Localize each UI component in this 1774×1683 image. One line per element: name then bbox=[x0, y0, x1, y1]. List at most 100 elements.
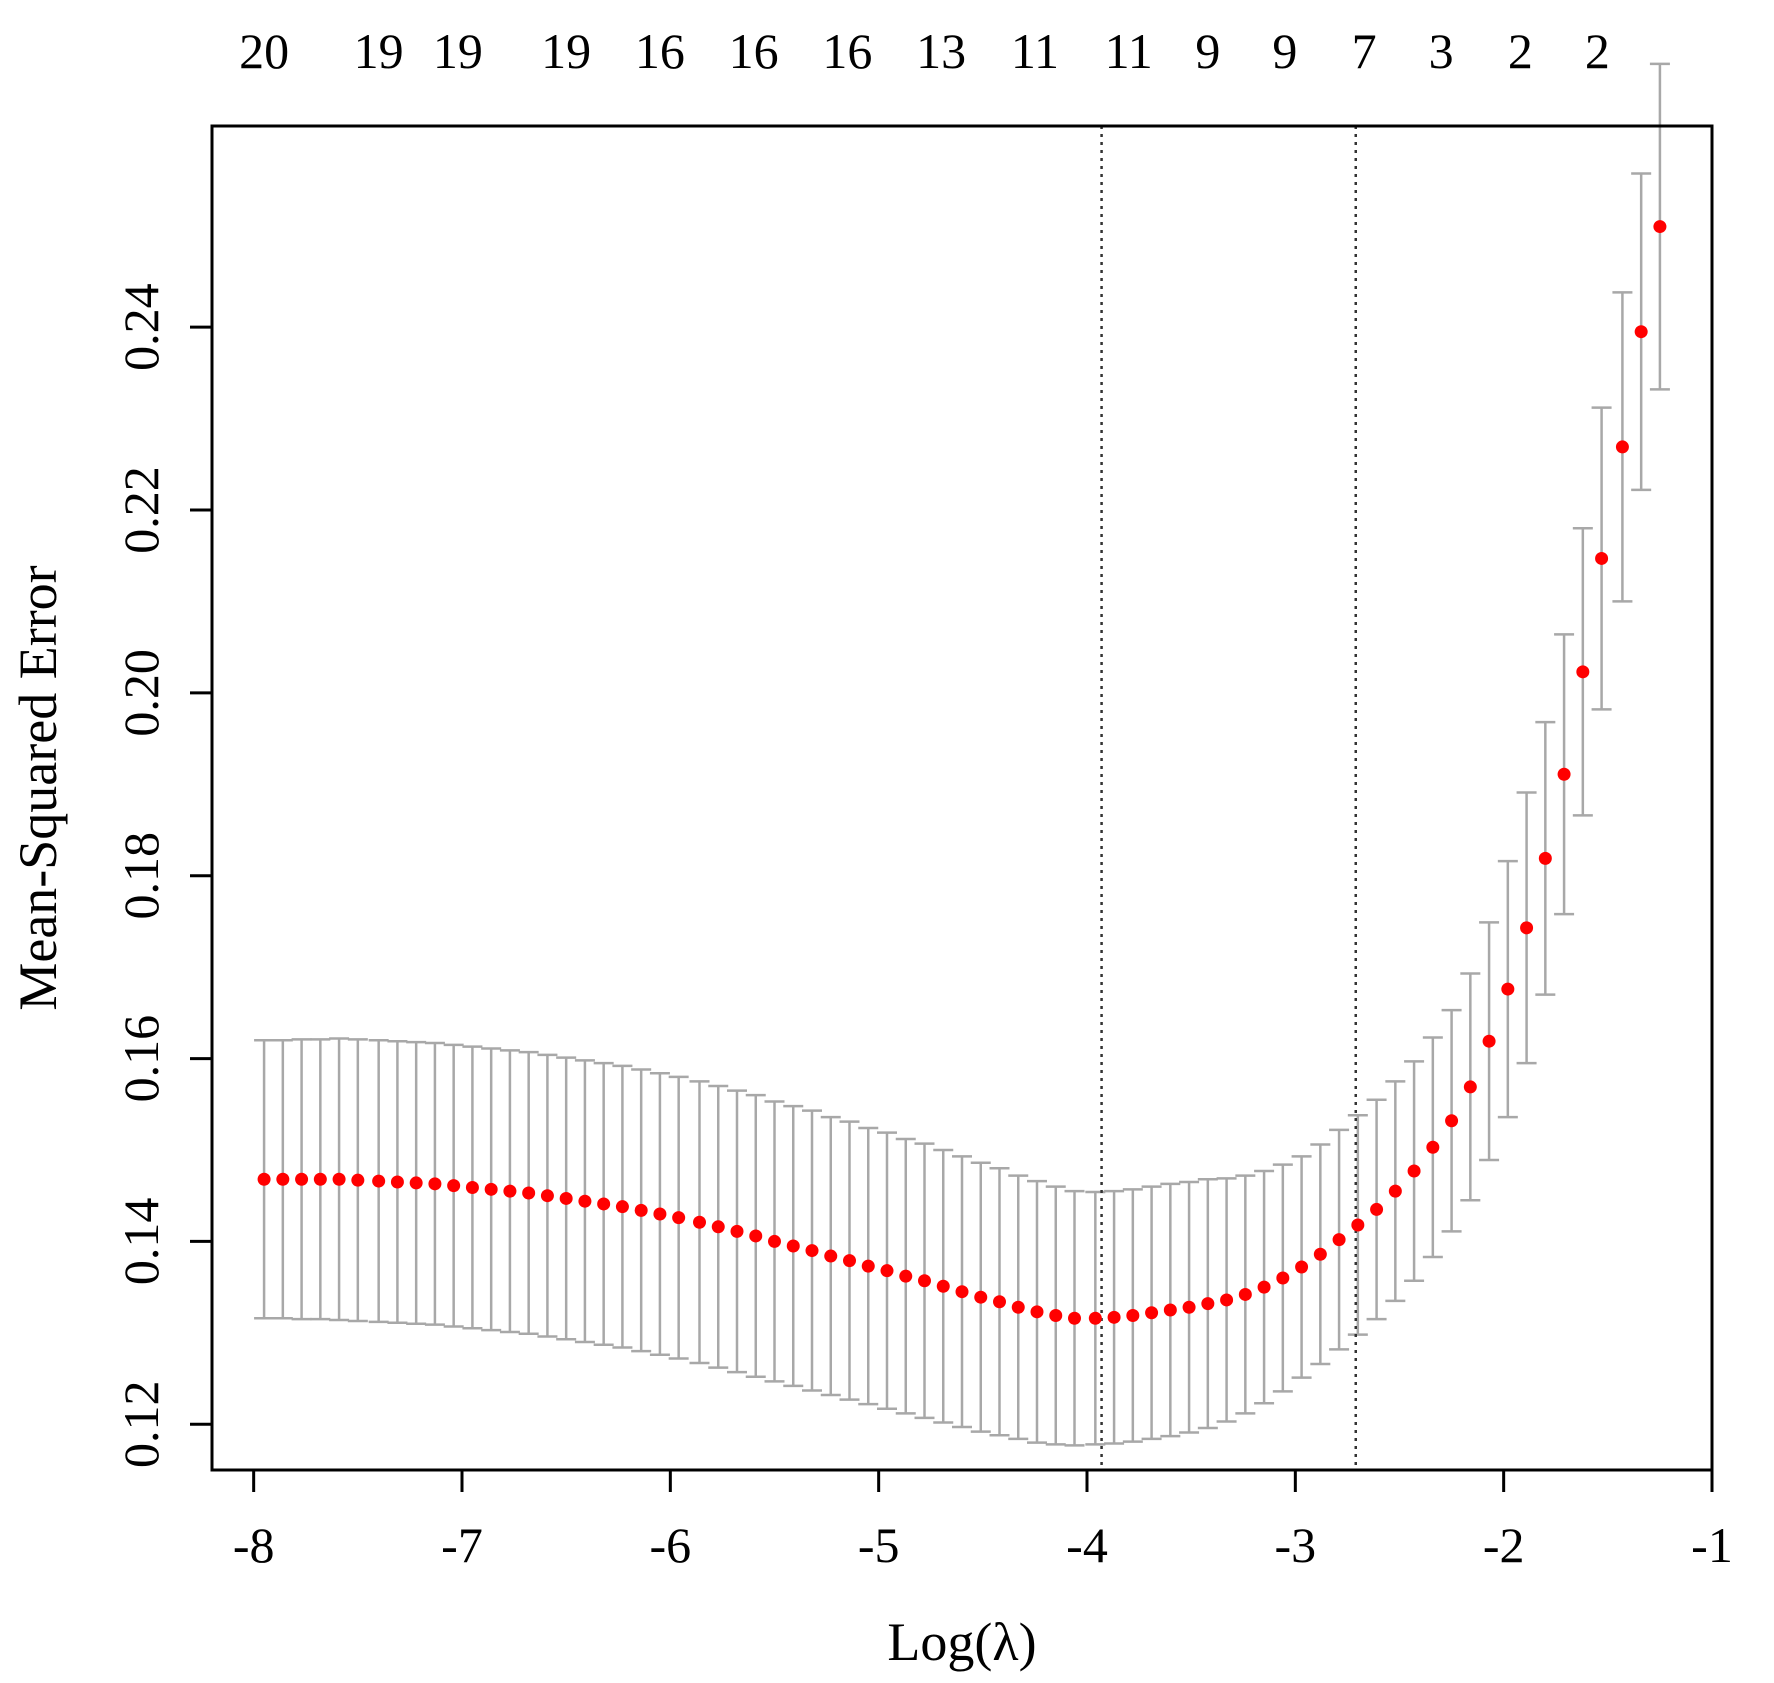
mse-point-11 bbox=[465, 1180, 479, 1194]
mse-points bbox=[257, 220, 1667, 1325]
error-bars bbox=[254, 62, 1670, 1447]
mse-point-41 bbox=[1030, 1305, 1044, 1319]
mse-point-1 bbox=[276, 1172, 290, 1186]
mse-point-73 bbox=[1634, 325, 1648, 339]
mse-point-32 bbox=[861, 1259, 875, 1273]
mse-point-6 bbox=[372, 1174, 386, 1188]
mse-point-49 bbox=[1182, 1300, 1196, 1314]
mse-point-34 bbox=[899, 1269, 913, 1283]
mse-point-26 bbox=[749, 1229, 763, 1243]
mse-point-16 bbox=[559, 1191, 573, 1205]
top-count-label-15: 2 bbox=[1585, 23, 1610, 79]
x-tick-label-6: -2 bbox=[1483, 1517, 1525, 1573]
mse-point-58 bbox=[1351, 1218, 1365, 1232]
x-axis-title: Log(λ) bbox=[887, 1612, 1036, 1672]
top-count-label-9: 11 bbox=[1105, 23, 1153, 79]
mse-point-8 bbox=[409, 1176, 423, 1190]
mse-point-45 bbox=[1107, 1310, 1121, 1324]
mse-point-5 bbox=[351, 1173, 365, 1187]
mse-point-23 bbox=[693, 1215, 706, 1229]
mse-point-54 bbox=[1276, 1271, 1290, 1285]
mse-point-59 bbox=[1370, 1202, 1384, 1216]
mse-point-53 bbox=[1257, 1280, 1271, 1294]
top-count-label-8: 11 bbox=[1011, 23, 1059, 79]
mse-point-35 bbox=[918, 1274, 931, 1288]
mse-point-71 bbox=[1595, 551, 1609, 565]
mse-point-39 bbox=[993, 1295, 1006, 1309]
mse-point-10 bbox=[447, 1179, 461, 1193]
y-tick-label-1: 0.14 bbox=[113, 1198, 169, 1286]
mse-point-64 bbox=[1463, 1080, 1477, 1094]
mse-point-72 bbox=[1615, 440, 1629, 454]
mse-point-18 bbox=[597, 1197, 611, 1211]
top-count-label-4: 16 bbox=[635, 23, 685, 79]
y-axis-title: Mean-Squared Error bbox=[8, 565, 68, 1010]
top-count-label-2: 19 bbox=[433, 23, 483, 79]
mse-point-50 bbox=[1201, 1297, 1215, 1311]
mse-point-67 bbox=[1520, 921, 1534, 935]
mse-point-20 bbox=[634, 1203, 648, 1217]
y-tick-label-2: 0.16 bbox=[113, 1015, 169, 1103]
y-tick-label-3: 0.18 bbox=[113, 832, 169, 920]
mse-point-14 bbox=[522, 1186, 536, 1200]
top-count-label-10: 9 bbox=[1195, 23, 1220, 79]
mse-point-52 bbox=[1238, 1287, 1252, 1301]
mse-point-30 bbox=[824, 1249, 838, 1263]
mse-point-43 bbox=[1068, 1311, 1081, 1325]
top-axis-nonzero-counts: 20 19 19 19 16 16 16 13 11 11 9 9 7 3 2 2 bbox=[239, 23, 1610, 79]
mse-point-12 bbox=[484, 1182, 498, 1196]
top-count-label-11: 9 bbox=[1272, 23, 1297, 79]
mse-point-0 bbox=[257, 1172, 271, 1186]
mse-point-28 bbox=[786, 1239, 800, 1253]
x-axis: -8 -7 -6 -5 -4 -3 -2 -1 bbox=[233, 1468, 1733, 1573]
y-axis: 0.12 0.14 0.16 0.18 0.20 0.22 0.24 bbox=[113, 283, 214, 1468]
x-tick-label-7: -1 bbox=[1691, 1517, 1733, 1573]
mse-point-31 bbox=[843, 1254, 856, 1268]
mse-point-24 bbox=[711, 1220, 725, 1234]
mse-point-51 bbox=[1220, 1293, 1234, 1307]
mse-point-17 bbox=[578, 1194, 592, 1208]
top-count-label-12: 7 bbox=[1352, 23, 1377, 79]
x-tick-label-4: -4 bbox=[1066, 1517, 1108, 1573]
x-tick-label-0: -8 bbox=[233, 1517, 275, 1573]
mse-point-44 bbox=[1088, 1311, 1102, 1325]
top-count-label-1: 19 bbox=[354, 23, 404, 79]
mse-point-33 bbox=[880, 1264, 894, 1278]
y-tick-label-4: 0.20 bbox=[113, 649, 169, 737]
mse-point-69 bbox=[1557, 767, 1571, 781]
mse-point-66 bbox=[1501, 982, 1515, 996]
mse-point-37 bbox=[955, 1285, 969, 1299]
mse-point-22 bbox=[672, 1211, 686, 1225]
mse-point-9 bbox=[428, 1177, 442, 1191]
mse-point-25 bbox=[730, 1224, 744, 1238]
top-count-label-14: 2 bbox=[1508, 23, 1533, 79]
top-count-label-13: 3 bbox=[1429, 23, 1454, 79]
mse-point-70 bbox=[1576, 665, 1590, 679]
mse-point-42 bbox=[1049, 1308, 1063, 1322]
mse-point-21 bbox=[653, 1207, 667, 1221]
mse-point-36 bbox=[936, 1279, 950, 1293]
top-count-label-0: 20 bbox=[239, 23, 289, 79]
mse-point-55 bbox=[1295, 1260, 1309, 1274]
mse-point-27 bbox=[768, 1234, 781, 1248]
mse-point-3 bbox=[313, 1172, 327, 1186]
mse-point-15 bbox=[540, 1189, 554, 1203]
mse-point-29 bbox=[805, 1244, 819, 1258]
x-tick-label-5: -3 bbox=[1275, 1517, 1317, 1573]
x-tick-label-3: -5 bbox=[858, 1517, 900, 1573]
mse-point-38 bbox=[974, 1290, 988, 1304]
mse-point-56 bbox=[1313, 1247, 1327, 1261]
mse-point-68 bbox=[1538, 851, 1552, 865]
x-tick-label-1: -7 bbox=[441, 1517, 483, 1573]
top-count-label-3: 19 bbox=[541, 23, 591, 79]
mse-point-62 bbox=[1426, 1140, 1440, 1154]
mse-point-40 bbox=[1011, 1300, 1025, 1314]
mse-point-61 bbox=[1407, 1164, 1421, 1178]
top-count-label-7: 13 bbox=[916, 23, 966, 79]
top-count-label-5: 16 bbox=[729, 23, 779, 79]
mse-point-2 bbox=[295, 1172, 309, 1186]
mse-point-74 bbox=[1653, 220, 1667, 234]
mse-point-4 bbox=[332, 1172, 346, 1186]
mse-point-65 bbox=[1482, 1034, 1496, 1048]
